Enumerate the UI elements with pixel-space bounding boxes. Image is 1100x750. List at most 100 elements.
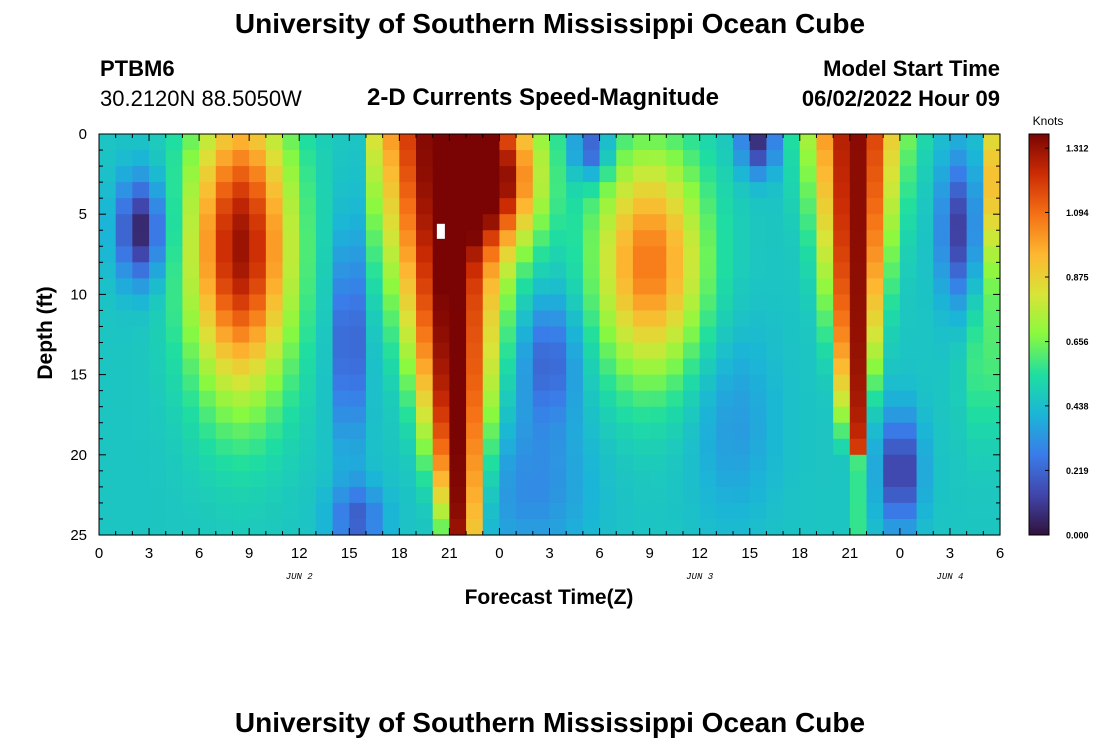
heatmap-cell xyxy=(99,342,117,360)
heatmap-cell xyxy=(883,150,901,167)
heatmap-cell xyxy=(949,358,968,376)
heatmap-cell xyxy=(983,310,1001,328)
heatmap-cell xyxy=(716,262,734,279)
heatmap-cell xyxy=(265,438,284,456)
heatmap-cell xyxy=(315,262,334,279)
heatmap-cell xyxy=(132,246,150,263)
heatmap-cell xyxy=(566,262,584,279)
heatmap-cell xyxy=(933,518,951,536)
heatmap-cell xyxy=(299,486,317,504)
heatmap-cell xyxy=(632,150,651,167)
heatmap-cells xyxy=(99,134,1001,536)
heatmap-cell xyxy=(599,518,617,536)
heatmap-cell xyxy=(916,214,934,231)
heatmap-cell xyxy=(933,358,951,376)
heatmap-cell xyxy=(883,278,901,295)
heatmap-cell xyxy=(866,502,884,520)
heatmap-cell xyxy=(115,374,133,392)
heatmap-cell xyxy=(332,406,350,424)
heatmap-cell xyxy=(182,246,200,263)
heatmap-cell xyxy=(866,182,884,199)
heatmap-cell xyxy=(165,150,184,167)
heatmap-cell xyxy=(899,358,918,376)
heatmap-cell xyxy=(966,198,984,215)
heatmap-cell xyxy=(432,278,450,295)
heatmap-cell xyxy=(866,358,884,376)
heatmap-cell xyxy=(833,406,851,424)
heatmap-cell xyxy=(566,182,584,199)
heatmap-cell xyxy=(382,262,400,279)
heatmap-cell xyxy=(899,326,918,344)
heatmap-cell xyxy=(332,438,350,456)
heatmap-cell xyxy=(182,518,200,536)
heatmap-cell xyxy=(966,486,984,504)
heatmap-cell xyxy=(582,374,601,392)
heatmap-cell xyxy=(132,374,150,392)
heatmap-cell xyxy=(449,422,467,440)
heatmap-cell xyxy=(666,278,684,295)
heatmap-cell xyxy=(149,422,167,440)
heatmap-cell xyxy=(482,454,501,472)
heatmap-cell xyxy=(199,310,217,328)
heatmap-cell xyxy=(282,294,300,312)
heatmap-cell xyxy=(816,454,834,472)
heatmap-cell xyxy=(566,406,584,424)
heatmap-cell xyxy=(582,166,601,183)
heatmap-cell xyxy=(849,182,868,199)
heatmap-cell xyxy=(115,246,133,263)
heatmap-cell xyxy=(165,470,184,488)
heatmap-cell xyxy=(149,278,167,295)
heatmap-cell xyxy=(382,438,400,456)
heatmap-cell xyxy=(332,134,350,151)
heatmap-cell xyxy=(983,454,1001,472)
heatmap-cell xyxy=(232,198,250,215)
heatmap-cell xyxy=(399,486,417,504)
heatmap-cell xyxy=(699,438,717,456)
heatmap-cell xyxy=(899,454,918,472)
heatmap-cell xyxy=(733,406,751,424)
heatmap-cell xyxy=(599,502,617,520)
heatmap-cell xyxy=(933,342,951,360)
heatmap-cell xyxy=(516,198,534,215)
heatmap-cell xyxy=(399,406,417,424)
heatmap-cell xyxy=(182,406,200,424)
heatmap-cell xyxy=(766,166,784,183)
heatmap-cell xyxy=(716,182,734,199)
heatmap-cell xyxy=(232,374,250,392)
heatmap-cell xyxy=(165,518,184,536)
heatmap-cell xyxy=(432,374,450,392)
heatmap-cell xyxy=(232,262,250,279)
heatmap-cell xyxy=(399,454,417,472)
heatmap-cell xyxy=(899,246,918,263)
heatmap-cell xyxy=(416,278,434,295)
heatmap-cell xyxy=(649,278,667,295)
heatmap-cell xyxy=(365,214,384,231)
heatmap-cell xyxy=(566,230,584,247)
heatmap-cell xyxy=(382,390,400,408)
heatmap-cell xyxy=(282,518,300,536)
heatmap-cell xyxy=(249,326,267,344)
heatmap-cell xyxy=(599,182,617,199)
heatmap-cell xyxy=(516,294,534,312)
heatmap-cell xyxy=(182,438,200,456)
heatmap-cell xyxy=(432,406,450,424)
heatmap-cell xyxy=(365,342,384,360)
y-tick-label: 20 xyxy=(70,447,87,464)
heatmap-cell xyxy=(149,246,167,263)
x-tick-label: 21 xyxy=(841,545,858,562)
heatmap-cell xyxy=(232,438,250,456)
heatmap-cell xyxy=(799,198,818,215)
heatmap-cell xyxy=(783,310,801,328)
heatmap-cell xyxy=(616,470,634,488)
heatmap-cell xyxy=(883,454,901,472)
heatmap-cell xyxy=(115,262,133,279)
x-tick-label: 12 xyxy=(291,545,308,562)
heatmap-cell xyxy=(566,502,584,520)
heatmap-cell xyxy=(933,438,951,456)
heatmap-cell xyxy=(299,518,317,536)
heatmap-cell xyxy=(716,230,734,247)
heatmap-cell xyxy=(816,262,834,279)
heatmap-cell xyxy=(916,470,934,488)
heatmap-cell xyxy=(666,470,684,488)
heatmap-cell xyxy=(282,374,300,392)
